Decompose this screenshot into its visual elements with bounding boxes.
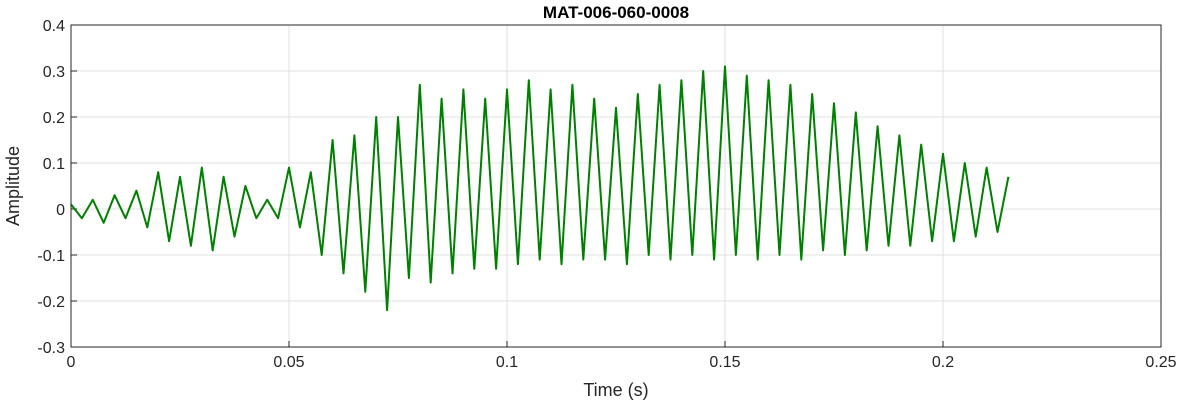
- y-tick-label: -0.3: [37, 340, 65, 357]
- x-tick-label: 0: [67, 354, 76, 371]
- series-layer: [70, 65, 1010, 312]
- y-tick-label: -0.1: [37, 248, 65, 265]
- x-tick-label: 0.25: [1145, 354, 1176, 371]
- tick-labels: 0 0.05 0.1 0.15 0.2 0.25 -0.3 -0.2 -0.1 0 0.1 0.2 0.…: [37, 18, 1176, 371]
- chart-title: MAT-006-060-0008: [543, 3, 689, 22]
- x-tick-label: 0.15: [709, 354, 740, 371]
- y-tick-label: -0.2: [37, 294, 65, 311]
- plot-area-border: [70, 24, 1162, 348]
- x-tick-label: 0.2: [932, 354, 954, 371]
- x-tick-label: 0.1: [496, 354, 518, 371]
- y-axis-label: Amplitude: [3, 146, 23, 226]
- x-axis-label: Time (s): [583, 380, 648, 400]
- x-tick-label: 0.05: [273, 354, 304, 371]
- y-tick-label: 0: [56, 202, 65, 219]
- y-tick-label: 0.1: [43, 156, 65, 173]
- waveform-line: [70, 65, 1010, 312]
- y-tick-label: 0.4: [43, 18, 65, 35]
- y-tick-label: 0.2: [43, 110, 65, 127]
- y-tick-label: 0.3: [43, 64, 65, 81]
